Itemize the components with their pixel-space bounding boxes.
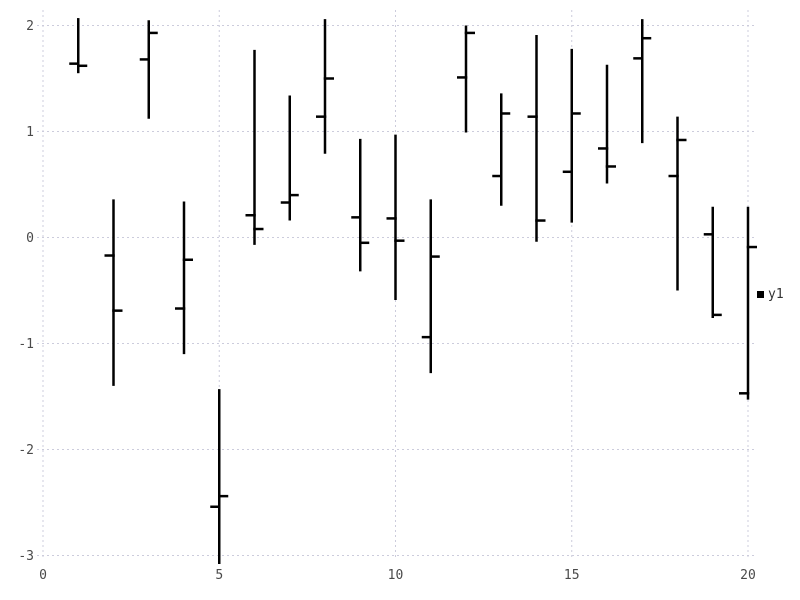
ohlc-bar (316, 19, 334, 154)
ohlc-bar (175, 201, 193, 355)
x-tick-label: 10 (388, 568, 404, 583)
y-tick-label: -1 (18, 337, 34, 352)
y-tick-label: 1 (26, 125, 34, 140)
ohlc-bar (598, 64, 616, 184)
x-tick-label: 5 (215, 568, 223, 583)
y-tick-label: 0 (26, 231, 34, 246)
x-tick-label: 20 (740, 568, 756, 583)
ohlc-bar (492, 93, 511, 206)
ohlc-bar (457, 25, 475, 133)
ohlc-bar (527, 35, 546, 242)
ohlc-bar (245, 49, 264, 245)
y-tick-label: -3 (18, 549, 34, 564)
ohlc-bar (739, 206, 757, 400)
y-tick-label: 2 (26, 19, 34, 34)
legend-label: y1 (768, 287, 784, 302)
y-tick-label: -2 (18, 443, 34, 458)
ohlc-bar (703, 206, 722, 319)
ohlc-bar (562, 48, 581, 223)
x-tick-label: 15 (564, 568, 580, 583)
legend-marker-square (757, 291, 764, 298)
ohlc-bar (633, 19, 652, 144)
ohlc-bar (104, 199, 123, 386)
ohlc-bar (386, 134, 405, 301)
ohlc-bar (139, 20, 158, 119)
ohlc-bar (69, 18, 88, 74)
ohlc-bar (280, 95, 299, 221)
ohlc-bar (421, 199, 440, 374)
legend: y1 (757, 288, 784, 301)
x-tick-label: 0 (39, 568, 47, 583)
ohlc-bar (668, 116, 687, 291)
ohlc-bar (351, 138, 370, 272)
ohlc-bar (210, 389, 229, 564)
